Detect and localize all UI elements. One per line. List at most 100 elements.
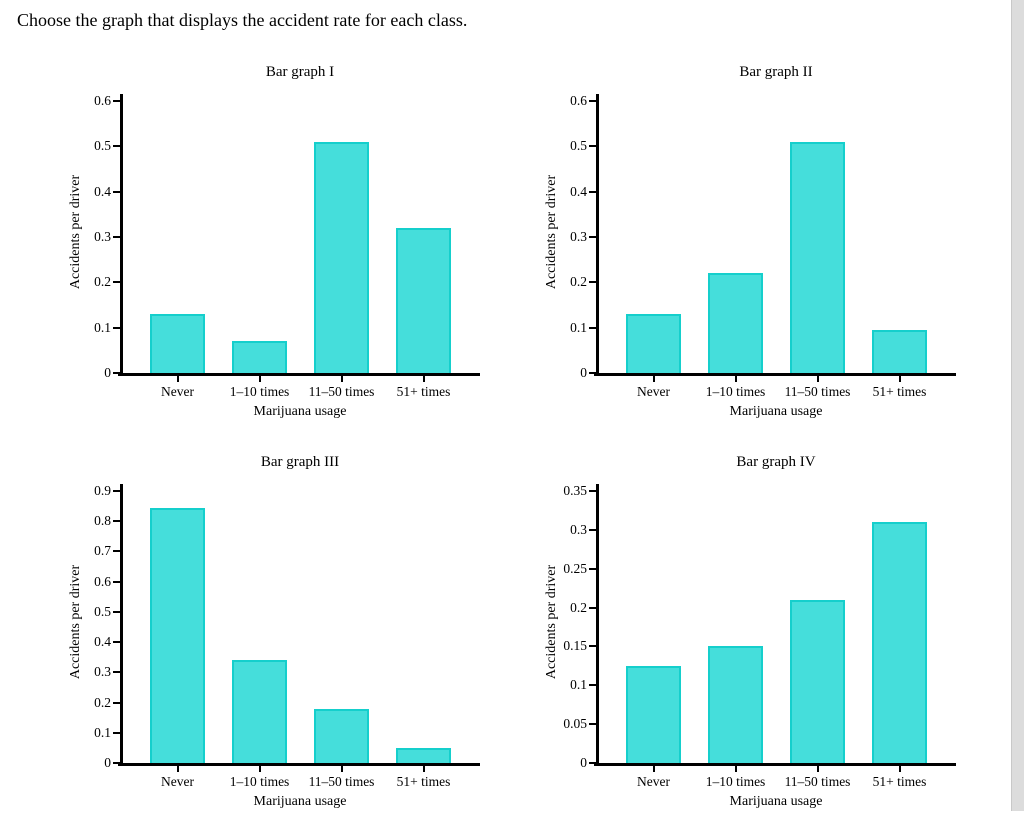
y-tick-mark [589, 236, 596, 238]
y-tick-mark [589, 528, 596, 531]
y-tick-label: 0.8 [94, 513, 111, 529]
y-tick-mark [113, 190, 120, 193]
x-tick-mark [652, 766, 655, 772]
bar-1-10-times [708, 273, 763, 373]
y-tick-mark [589, 281, 596, 284]
y-tick-mark [113, 145, 120, 148]
y-tick-mark [589, 645, 596, 648]
bar-1-10-times [232, 660, 287, 763]
scrollbar-track[interactable] [1011, 0, 1024, 811]
plot-area: 0 0.1 0.2 0.3 0.4 0.5 0.6 Never 1–10 times 11–50 … [570, 88, 956, 399]
y-tick-label: 0.2 [570, 274, 587, 290]
y-tick-mark [113, 580, 120, 583]
y-tick-label: 0.05 [563, 716, 587, 732]
y-tick-label: 0 [580, 755, 587, 770]
y-tick-mark [589, 567, 596, 570]
bar-1-10-times [708, 646, 763, 763]
chart-title: Bar graph II [739, 64, 813, 80]
y-tick-label: 0.15 [563, 638, 587, 654]
x-tick-label: Never [161, 774, 194, 789]
y-tick-label: 0.2 [570, 599, 587, 615]
y-tick-mark [113, 550, 120, 553]
y-tick-mark [113, 762, 120, 764]
y-axis-title-text: Accidents per driver [544, 564, 559, 680]
x-tick-label: 11–50 times [308, 774, 375, 789]
y-tick-label: 0.2 [94, 694, 111, 710]
chart-title: Bar graph IV [736, 454, 816, 470]
x-tick-label: Never [161, 384, 194, 399]
y-tick-mark [589, 100, 596, 102]
y-tick-mark [113, 641, 120, 644]
bar-11-50-times [790, 141, 845, 373]
y-tick-label: 0.6 [570, 93, 587, 108]
x-tick-mark [176, 766, 179, 772]
x-tick-mark [898, 376, 901, 382]
bar-never [150, 507, 205, 763]
x-tick-mark [898, 766, 901, 772]
y-tick-mark [589, 145, 596, 148]
y-tick-label: 0.1 [570, 319, 587, 335]
bar-11-50-times [790, 599, 845, 763]
y-tick-mark [113, 100, 120, 102]
x-tick-mark [422, 766, 425, 772]
y-tick-label: 0.4 [570, 183, 587, 199]
y-tick-label: 0.5 [94, 138, 111, 154]
y-tick-label: 0.5 [570, 138, 587, 154]
y-tick-mark [113, 326, 120, 329]
x-tick-label: 51+ times [872, 384, 927, 399]
bar-51+-times [396, 747, 451, 763]
y-tick-mark [589, 372, 596, 374]
y-tick-label: 0.3 [94, 664, 111, 680]
y-tick-mark [589, 490, 596, 492]
y-tick-label: 0.1 [570, 677, 587, 693]
x-axis-line [594, 763, 956, 766]
bar-51+-times [396, 227, 451, 373]
y-tick-label: 0.25 [563, 560, 587, 576]
x-tick-mark [258, 766, 261, 772]
plot-area: 0 0.05 0.1 0.15 0.2 0.25 0.3 0.35 Never 1–10 time… [563, 478, 956, 789]
bar-11-50-times [314, 708, 369, 763]
y-tick-label: 0.3 [94, 229, 111, 244]
y-tick-label: 0.7 [94, 543, 111, 559]
y-tick-mark [589, 326, 596, 329]
x-tick-mark [258, 376, 261, 382]
y-tick-label: 0.9 [94, 483, 111, 498]
y-tick-label: 0.3 [570, 229, 587, 244]
x-axis-line [118, 763, 480, 766]
y-tick-mark [113, 236, 120, 238]
y-axis-line [120, 484, 123, 766]
y-tick-mark [113, 281, 120, 284]
bar-51+-times [872, 522, 927, 763]
y-tick-label: 0 [104, 755, 111, 770]
x-tick-label: 1–10 times [705, 384, 766, 399]
bar-never [150, 314, 205, 373]
x-tick-mark [734, 376, 737, 382]
y-tick-label: 0 [104, 365, 111, 380]
bar-never [626, 665, 681, 763]
x-tick-label: Never [637, 384, 670, 399]
x-axis-title: Marijuana usage [253, 404, 347, 419]
x-tick-label: 11–50 times [784, 384, 851, 399]
y-tick-label: 0.2 [94, 274, 111, 290]
y-axis-line [120, 94, 123, 376]
y-tick-mark [113, 610, 120, 613]
x-tick-label: Never [637, 774, 670, 789]
x-tick-label: 11–50 times [308, 384, 375, 399]
chart-title: Bar graph III [260, 454, 340, 470]
bar-graph-iv: Bar graph IV Accidents per driver 0 0.05 0.1… [496, 446, 976, 818]
x-axis-title: Marijuana usage [253, 794, 347, 809]
bar-never [626, 314, 681, 373]
y-tick-mark [589, 684, 596, 687]
plot-area: 0 0.1 0.2 0.3 0.4 0.5 0.6 0.7 0.8 0.9 Never 1–10 ti… [94, 478, 480, 789]
bar-11-50-times [314, 141, 369, 373]
x-tick-label: 1–10 times [229, 384, 290, 399]
x-tick-label: 51+ times [872, 774, 927, 789]
y-tick-label: 0.4 [94, 183, 111, 199]
y-tick-label: 0.5 [94, 603, 111, 619]
x-tick-mark [422, 376, 425, 382]
y-tick-label: 0.3 [570, 521, 587, 537]
bar-graph-i: Bar graph I Accidents per driver 0 0.1 0.2 0.… [20, 56, 500, 428]
x-tick-label: 51+ times [396, 384, 451, 399]
y-tick-label: 0.1 [94, 724, 111, 740]
y-tick-mark [589, 762, 596, 764]
